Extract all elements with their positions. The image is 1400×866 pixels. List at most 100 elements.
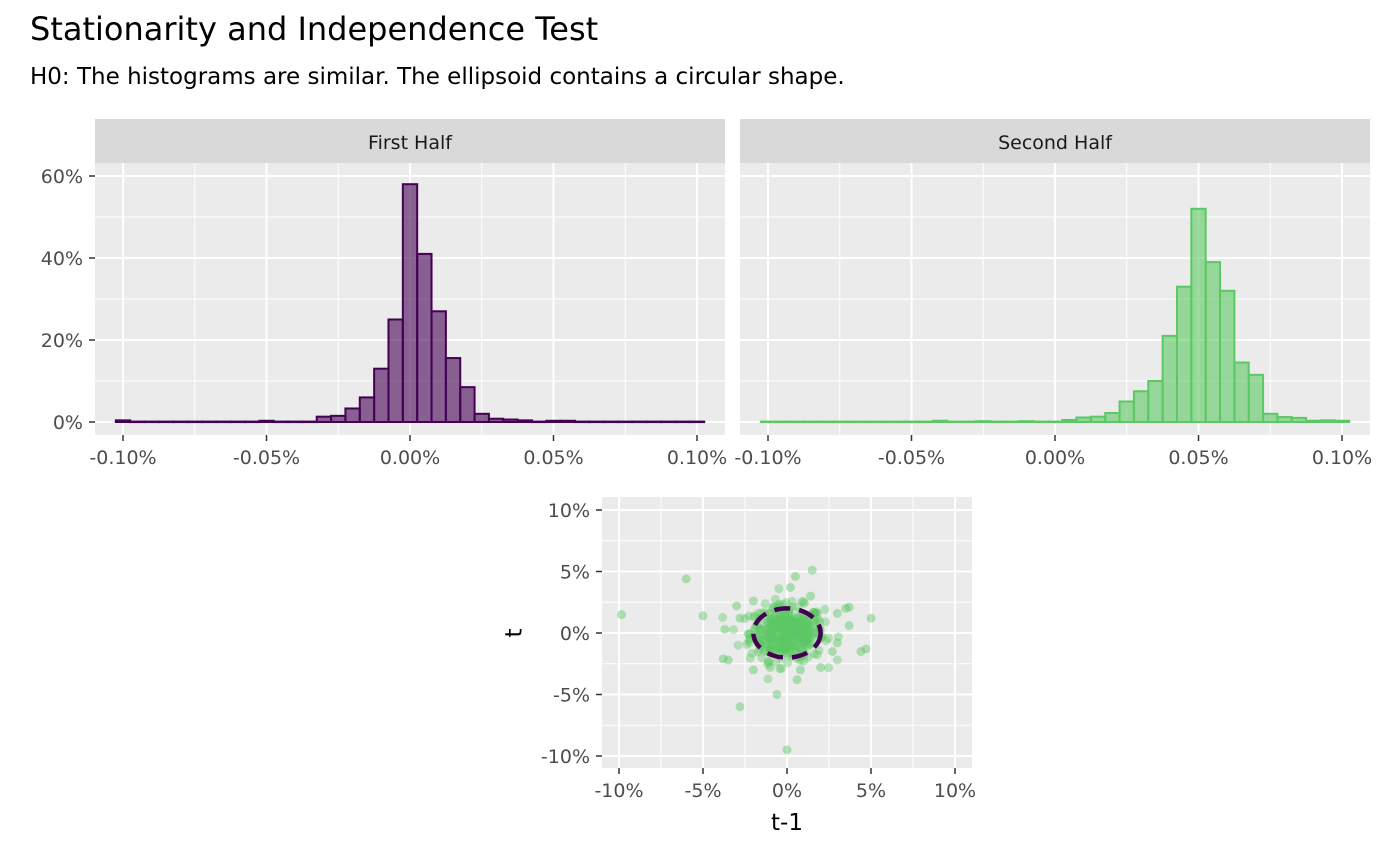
scatter-point bbox=[795, 634, 805, 644]
y-tick-label: 60% bbox=[41, 166, 83, 188]
x-tick-label: -0.10% bbox=[89, 447, 156, 469]
scatter-point bbox=[779, 630, 789, 640]
scatter-point bbox=[796, 621, 806, 631]
histogram-bar bbox=[416, 252, 433, 423]
scatter-point bbox=[805, 622, 815, 632]
scatter-point bbox=[795, 624, 805, 634]
y-axis-ticks: -10% -5% 0% 5% 10% bbox=[541, 500, 602, 768]
scatter-point bbox=[784, 631, 794, 641]
scatter-point bbox=[777, 622, 787, 632]
scatter-point bbox=[768, 621, 778, 631]
scatter-point bbox=[809, 629, 819, 639]
histogram-bar bbox=[1089, 415, 1107, 424]
histogram-bar bbox=[759, 420, 777, 424]
scatter-point bbox=[776, 624, 786, 634]
scatter-point bbox=[794, 629, 804, 639]
scatter-point bbox=[762, 617, 772, 627]
histogram-bar bbox=[602, 420, 620, 424]
scatter-point bbox=[785, 619, 795, 629]
scatter-point bbox=[735, 613, 745, 623]
scatter-point bbox=[768, 618, 778, 628]
scatter-point bbox=[796, 619, 806, 629]
histogram-bar bbox=[401, 183, 419, 423]
scatter-point bbox=[832, 638, 842, 648]
scatter-point bbox=[806, 591, 816, 601]
scatter-point bbox=[681, 574, 691, 584]
scatter-point bbox=[803, 625, 813, 635]
scatter-point bbox=[815, 616, 825, 626]
scatter-point bbox=[782, 611, 792, 621]
scatter-point bbox=[790, 633, 800, 643]
x-tick-label: -10% bbox=[594, 780, 643, 802]
histogram-bar bbox=[588, 420, 605, 424]
scatter-point bbox=[773, 641, 783, 651]
scatter-point bbox=[786, 634, 796, 644]
scatter-point bbox=[783, 632, 793, 642]
scatter-point bbox=[782, 628, 792, 638]
scatter-point bbox=[787, 624, 797, 634]
scatter-point bbox=[782, 626, 792, 636]
scatter-point bbox=[771, 621, 781, 631]
scatter-point bbox=[781, 626, 791, 636]
histogram-bar bbox=[688, 420, 706, 424]
histogram-bar bbox=[473, 412, 490, 423]
scatter-point bbox=[771, 624, 781, 634]
histogram-bar bbox=[1175, 285, 1193, 424]
scatter-point bbox=[779, 628, 789, 638]
scatter-point bbox=[786, 631, 796, 641]
scatter-point bbox=[786, 627, 796, 637]
scatter-point bbox=[777, 645, 787, 655]
histogram-bar bbox=[1104, 411, 1121, 424]
scatter-point bbox=[779, 619, 789, 629]
x-tick-label: -0.05% bbox=[233, 447, 300, 469]
histogram-bar bbox=[215, 420, 232, 424]
scatter-point bbox=[782, 614, 792, 624]
scatter-point bbox=[775, 641, 785, 651]
scatter-point bbox=[790, 627, 800, 637]
scatter-point bbox=[783, 622, 793, 632]
scatter-point bbox=[766, 643, 776, 653]
scatter-point bbox=[780, 620, 790, 630]
scatter-point bbox=[841, 603, 851, 613]
scatter-point bbox=[787, 623, 797, 633]
histogram-bar bbox=[344, 407, 361, 424]
scatter-point bbox=[800, 598, 810, 608]
scatter-point bbox=[773, 621, 783, 631]
scatter-point bbox=[771, 637, 781, 647]
scatter-point bbox=[777, 615, 787, 625]
histogram-bar bbox=[788, 420, 805, 424]
scatter-point bbox=[804, 625, 814, 635]
scatter-point bbox=[779, 616, 789, 626]
histogram-bar bbox=[1132, 390, 1150, 423]
scatter-point bbox=[810, 616, 820, 626]
histogram-panel-first-half: First Half -0.10% -0.05% 0.00% 0.05% 0.10% 0… bbox=[41, 119, 727, 469]
scatter-point bbox=[768, 632, 778, 642]
histogram-bar bbox=[1003, 420, 1021, 424]
scatter-point bbox=[775, 643, 785, 653]
scatter-point bbox=[787, 596, 797, 606]
scatter-point bbox=[802, 633, 812, 643]
scatter-point bbox=[798, 637, 808, 647]
scatter-point bbox=[791, 646, 801, 656]
histogram-bar bbox=[1262, 412, 1279, 423]
scatter-point bbox=[777, 630, 787, 640]
scatter-point bbox=[781, 597, 791, 607]
histogram-bar bbox=[845, 420, 863, 424]
histogram-bar bbox=[888, 420, 906, 424]
scatter-point bbox=[766, 628, 776, 638]
scatter-point bbox=[796, 623, 806, 633]
scatter-point bbox=[774, 642, 784, 652]
scatter-point bbox=[780, 636, 790, 646]
histogram-bar bbox=[258, 419, 275, 423]
scatter-point bbox=[763, 617, 773, 627]
x-axis-title: t-1 bbox=[771, 810, 803, 836]
scatter-point bbox=[775, 623, 785, 633]
scatter-point bbox=[770, 619, 780, 629]
scatter-point bbox=[747, 648, 757, 658]
scatter-point bbox=[775, 635, 785, 645]
scatter-point bbox=[771, 623, 781, 633]
scatter-point bbox=[718, 654, 728, 664]
histogram-bar bbox=[903, 420, 920, 424]
scatter-point bbox=[792, 675, 802, 685]
scatter-point bbox=[732, 601, 742, 611]
